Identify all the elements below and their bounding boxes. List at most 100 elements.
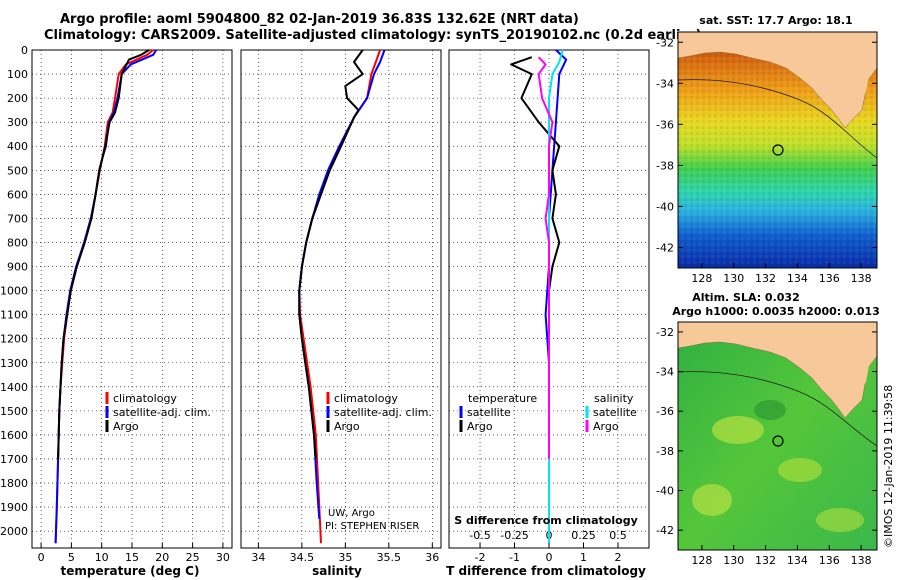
sal-xtick-label: 34.5: [290, 551, 315, 564]
depth-tick-label: 100: [7, 68, 28, 81]
shelf-contour-sla: [678, 371, 877, 447]
title-line-2: Climatology: CARS2009. Satellite-adjuste…: [44, 28, 702, 43]
imos-watermark: ©IMOS 12-Jan-2019 11:39:58: [882, 385, 895, 548]
depth-tick-label: 700: [7, 212, 28, 225]
depth-tick-label: 1900: [0, 501, 28, 514]
temp-xlabel: temperature (deg C): [61, 564, 200, 578]
depth-tick-label: 600: [7, 188, 28, 201]
diff-xlabel: T difference from climatology: [446, 564, 646, 578]
legend-sal-title: salinity: [594, 392, 634, 405]
legend-s-argo-label: Argo: [593, 420, 619, 433]
diff-series-temperature-argo: [510, 56, 561, 459]
diff-xtick-label: 2: [614, 551, 621, 564]
diff-xtick-label: -2: [475, 551, 486, 564]
diff-xtick-label: 0: [546, 551, 553, 564]
diff-series-temperature-satellite: [544, 49, 568, 544]
map-lon-label: 134: [787, 554, 808, 567]
depth-tick-label: 300: [7, 116, 28, 129]
depth-tick-label: 1200: [0, 333, 28, 346]
map-lat-label: -38: [656, 445, 674, 458]
map-lon-label: 138: [851, 272, 872, 285]
depth-tick-label: 2000: [0, 525, 28, 538]
depth-tick-label: 200: [7, 92, 28, 105]
sla-blob: [754, 400, 786, 420]
map-lat-label: -34: [656, 366, 674, 379]
sal-xtick-label: 35: [338, 551, 352, 564]
map-lon-label: 128: [691, 272, 712, 285]
legend-argo-label: Argo: [334, 420, 360, 433]
s-diff-label: S difference from climatology: [454, 514, 638, 527]
diff-series-salinity-argo: [537, 56, 554, 459]
sla-blob: [778, 458, 822, 482]
legend-temp-title: temperature: [468, 392, 537, 405]
sdiff-tick-label: 0.5: [609, 529, 627, 542]
temp-legend: climatology satellite-adj. clim. Argo: [105, 392, 211, 433]
argo-location-marker: [772, 435, 784, 447]
map-lon-label: 134: [787, 272, 808, 285]
depth-tick-label: 1700: [0, 453, 28, 466]
sla-blob: [692, 484, 732, 516]
map-lat-label: -34: [656, 77, 674, 90]
sal-panel-frame: [240, 49, 442, 549]
sdiff-tick-label: -0.25: [500, 529, 528, 542]
legend-argo-label: Argo: [113, 420, 139, 433]
legend-sat-label: satellite-adj. clim.: [113, 406, 211, 419]
sst-map-title: sat. SST: 17.7 Argo: 18.1: [699, 14, 852, 27]
sla-map-title-2: Argo h1000: 0.0035 h2000: 0.013: [672, 305, 880, 318]
sdiff-tick-label: -0.5: [469, 529, 490, 542]
depth-tick-label: 1800: [0, 477, 28, 490]
map-lat-label: -42: [656, 241, 674, 254]
depth-tick-label: 400: [7, 140, 28, 153]
shelf-contour-sst: [678, 79, 877, 159]
sal-series-argo: [298, 49, 364, 460]
legend-t-sat-label: satellite: [467, 406, 511, 419]
credit-uw-argo: UW, Argo: [328, 508, 375, 519]
map-lon-label: 138: [851, 554, 872, 567]
sst-map: [678, 32, 877, 268]
diff-legend: temperature salinity satellite Argo sate…: [459, 392, 637, 433]
sal-xtick-label: 36: [425, 551, 439, 564]
sla-map: [678, 322, 877, 550]
sal-xlabel: salinity: [312, 564, 362, 578]
map-lat-label: -40: [656, 485, 674, 498]
map-lat-label: -36: [656, 405, 674, 418]
diff-xtick-label: -1: [509, 551, 520, 564]
temp-xtick-label: 20: [155, 551, 169, 564]
map-lon-label: 136: [819, 272, 840, 285]
map-lon-label: 132: [755, 272, 776, 285]
map-lon-label: 128: [691, 554, 712, 567]
sal-xtick-label: 34: [251, 551, 265, 564]
temp-xtick-label: 15: [125, 551, 139, 564]
legend-t-argo-label: Argo: [467, 420, 493, 433]
sal-series-climatology: [298, 49, 382, 544]
legend-clim-label: climatology: [113, 392, 177, 405]
sst-map-frame: [677, 31, 878, 269]
map-lat-label: -38: [656, 159, 674, 172]
depth-tick-label: 1600: [0, 429, 28, 442]
argo-location-marker: [772, 144, 784, 156]
sal-legend: climatology satellite-adj. clim. Argo: [326, 392, 432, 433]
map-lat-label: -40: [656, 200, 674, 213]
diff-xtick-label: 1: [580, 551, 587, 564]
land-peninsula-sst: [850, 66, 870, 104]
legend-clim-label: climatology: [334, 392, 398, 405]
sla-map-title-1: Altim. SLA: 0.032: [692, 291, 799, 304]
sal-series-satellite-adj-clim-: [298, 49, 386, 520]
sla-map-frame: [677, 321, 878, 551]
depth-tick-label: 500: [7, 164, 28, 177]
map-lat-label: -32: [656, 36, 674, 49]
map-lon-label: 132: [755, 554, 776, 567]
map-lat-label: -32: [656, 326, 674, 339]
depth-tick-label: 1300: [0, 357, 28, 370]
depth-tick-label: 800: [7, 236, 28, 249]
temp-xtick-label: 30: [216, 551, 230, 564]
temp-xtick-label: 0: [38, 551, 45, 564]
depth-tick-label: 1100: [0, 309, 28, 322]
map-lat-label: -42: [656, 524, 674, 537]
temp-xtick-label: 25: [186, 551, 200, 564]
map-lat-label: -36: [656, 118, 674, 131]
depth-tick-label: 0: [21, 44, 28, 57]
depth-tick-label: 1000: [0, 285, 28, 298]
depth-tick-label: 1400: [0, 381, 28, 394]
